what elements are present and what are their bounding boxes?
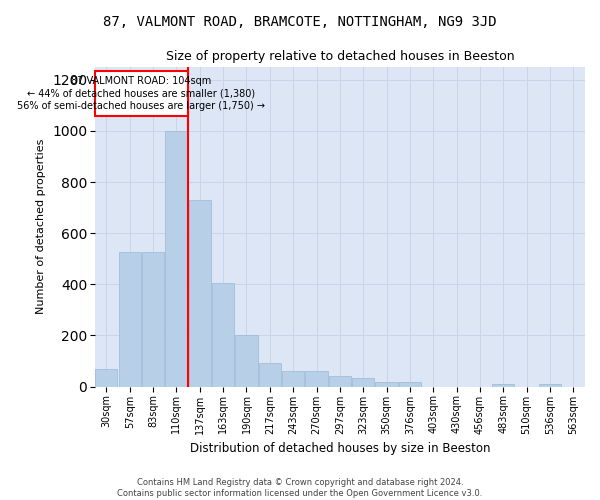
Y-axis label: Number of detached properties: Number of detached properties — [37, 139, 46, 314]
Bar — [539, 384, 561, 386]
Bar — [376, 382, 398, 386]
Bar — [235, 336, 257, 386]
Bar — [119, 252, 141, 386]
Bar — [95, 368, 118, 386]
Title: Size of property relative to detached houses in Beeston: Size of property relative to detached ho… — [166, 50, 514, 63]
Bar — [352, 378, 374, 386]
Text: ← 44% of detached houses are smaller (1,380): ← 44% of detached houses are smaller (1,… — [28, 88, 256, 98]
Text: 87 VALMONT ROAD: 104sqm: 87 VALMONT ROAD: 104sqm — [71, 76, 212, 86]
Bar — [188, 200, 211, 386]
Bar — [259, 363, 281, 386]
Bar — [212, 283, 234, 387]
Bar — [282, 372, 304, 386]
Bar — [166, 131, 188, 386]
Bar — [142, 252, 164, 386]
X-axis label: Distribution of detached houses by size in Beeston: Distribution of detached houses by size … — [190, 442, 490, 455]
Text: 56% of semi-detached houses are larger (1,750) →: 56% of semi-detached houses are larger (… — [17, 100, 265, 110]
Bar — [399, 382, 421, 386]
Bar — [305, 372, 328, 386]
Text: Contains HM Land Registry data © Crown copyright and database right 2024.
Contai: Contains HM Land Registry data © Crown c… — [118, 478, 482, 498]
FancyBboxPatch shape — [95, 71, 188, 116]
Text: 87, VALMONT ROAD, BRAMCOTE, NOTTINGHAM, NG9 3JD: 87, VALMONT ROAD, BRAMCOTE, NOTTINGHAM, … — [103, 15, 497, 29]
Bar — [492, 384, 514, 386]
Bar — [329, 376, 351, 386]
